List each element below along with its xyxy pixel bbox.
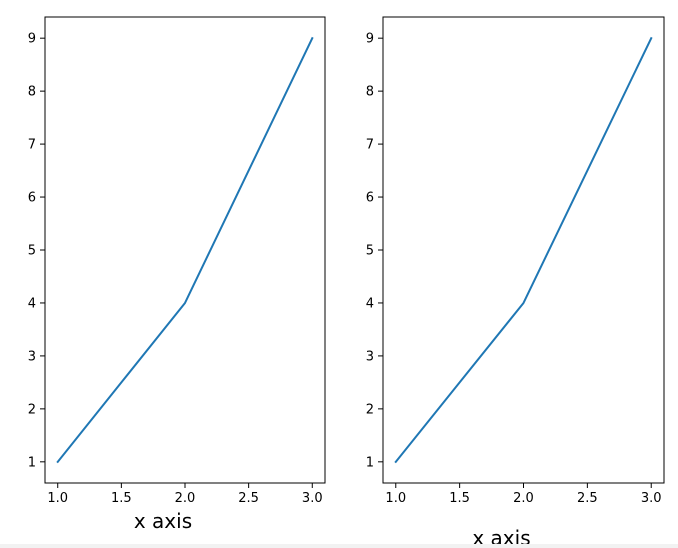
y-tick-label: 4 [28,296,36,311]
x-tick-label: 1.5 [111,491,132,506]
series-line-1 [394,36,653,464]
x-tick-label: 2.5 [577,491,598,506]
x-axis-label: x axis [134,509,192,533]
x-tick-label: 2.5 [238,491,259,506]
x-tick-label: 1.0 [385,491,406,506]
y-tick-label: 8 [366,85,374,100]
subplot-1: 1.0 1.5 2.0 2.5 3.0 1 2 3 4 5 6 7 8 9 x axis [28,16,326,533]
axes-frame [44,16,326,484]
axes-frame [382,16,665,484]
bottom-strip [0,544,678,548]
x-axis-label: x axis [472,526,530,548]
y-tick-label: 7 [366,138,374,153]
y-tick-label: 8 [28,85,36,100]
y-tick-label: 1 [28,455,36,470]
y-tick-label: 9 [366,32,374,47]
x-tick-label: 3.0 [302,491,323,506]
x-tick-label: 2.0 [175,491,196,506]
x-tick-label: 1.0 [47,491,68,506]
series-line-1 [56,36,314,464]
y-tick-label: 2 [28,402,36,417]
y-tick-label: 6 [28,191,36,206]
y-tick-label: 3 [366,349,374,364]
subplot-2: 1.0 1.5 2.0 2.5 3.0 1 2 3 4 5 6 7 8 9 x axis [366,16,665,548]
y-tick-label: 5 [28,244,36,259]
x-tick-label: 2.0 [513,491,534,506]
y-tick-label: 7 [28,138,36,153]
y-tick-label: 2 [366,402,374,417]
y-tick-label: 6 [366,191,374,206]
x-tick-label: 1.5 [449,491,470,506]
y-tick-label: 1 [366,455,374,470]
y-tick-label: 9 [28,32,36,47]
x-tick-label: 3.0 [641,491,662,506]
y-tick-label: 4 [366,296,374,311]
y-tick-label: 3 [28,349,36,364]
y-tick-label: 5 [366,244,374,259]
